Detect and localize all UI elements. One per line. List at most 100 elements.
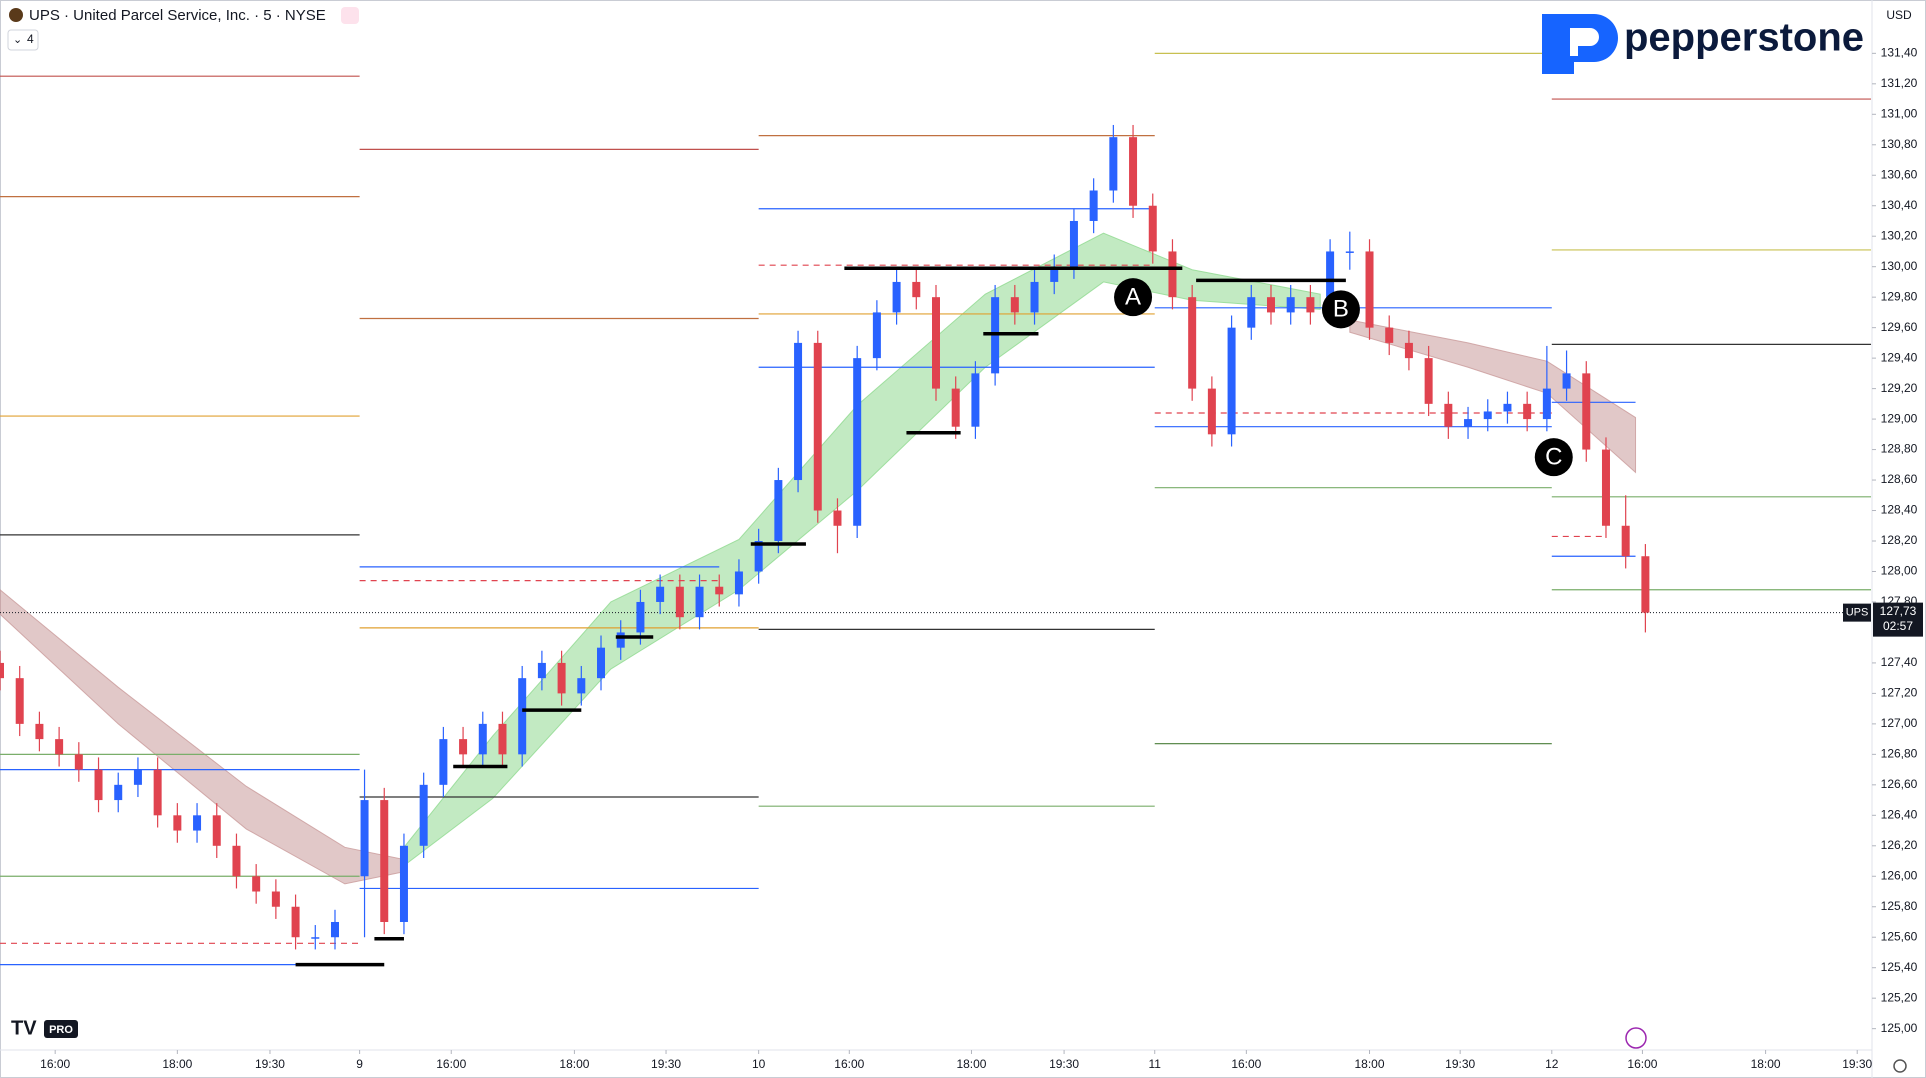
y-tick-label: 126,20 — [1881, 838, 1918, 852]
annotation-label: C — [1545, 444, 1562, 471]
x-tick-label: 18:00 — [559, 1057, 589, 1071]
candle-body — [754, 541, 763, 572]
candle-body — [971, 373, 980, 427]
y-tick-label: 125,00 — [1881, 1021, 1918, 1035]
y-tick-label: 129,20 — [1881, 381, 1918, 395]
candle-body — [1168, 251, 1177, 298]
y-tick-label: 126,00 — [1881, 868, 1918, 882]
price-tag — [1873, 602, 1923, 637]
y-tick-label: 125,40 — [1881, 960, 1918, 974]
y-tick-label: 126,60 — [1881, 777, 1918, 791]
y-tick-label: 127,20 — [1881, 686, 1918, 700]
annotation-marker — [1321, 290, 1360, 329]
x-tick-label: 18:00 — [1355, 1057, 1385, 1071]
y-tick-label: 128,60 — [1881, 472, 1918, 486]
plot: 125,00 125,20 125,40 125,60 125,80 126,00 126,… — [0, 46, 1918, 1071]
candle-body — [498, 723, 507, 755]
candle-body — [656, 586, 665, 602]
x-tick-label: 9 — [356, 1057, 363, 1071]
x-tick-label: 16:00 — [40, 1057, 70, 1071]
annotation-label: A — [1125, 284, 1141, 311]
candle-body — [1089, 190, 1098, 221]
candle-body — [853, 358, 862, 526]
x-tick-label: 19:30 — [651, 1057, 681, 1071]
candle-body — [932, 297, 940, 389]
x-tick-label: 16:00 — [436, 1057, 466, 1071]
candle-body — [1562, 373, 1571, 389]
candle-body — [360, 800, 369, 877]
currency[interactable]: USD — [1886, 8, 1912, 22]
x-tick-label: 19:30 — [1049, 1057, 1079, 1071]
candle-body — [1207, 388, 1216, 435]
candle-body — [35, 723, 44, 740]
candle-body — [193, 815, 202, 831]
x-tick-label: 19:30 — [1842, 1057, 1872, 1071]
candle-body — [380, 800, 389, 922]
candle-body — [311, 937, 320, 939]
candle-body — [794, 342, 803, 481]
candle-body — [0, 662, 4, 679]
candle-body — [15, 678, 24, 724]
candle-body — [833, 510, 842, 526]
symbol-icon — [9, 8, 23, 22]
annotation-label: B — [1333, 296, 1349, 323]
candle-body — [1247, 297, 1256, 328]
candle-body — [94, 769, 103, 801]
candle-body — [1227, 327, 1236, 435]
y-tick-label: 129,80 — [1881, 289, 1918, 303]
candle-body — [1523, 403, 1532, 420]
y-tick-label: 130,20 — [1881, 228, 1918, 242]
candle-body — [1188, 297, 1197, 389]
candle-body — [1365, 251, 1374, 328]
candle-body — [439, 739, 448, 785]
alert-icon[interactable] — [1625, 1027, 1647, 1049]
candle-body — [774, 480, 783, 542]
y-tick-label: 131,20 — [1881, 76, 1918, 90]
candle-body — [616, 632, 625, 648]
candle-body — [232, 845, 241, 877]
candle-body — [1464, 419, 1473, 427]
candle-body — [133, 769, 142, 785]
x-tick-label: 11 — [1148, 1057, 1161, 1071]
candle-body — [813, 342, 822, 511]
y-tick-label: 129,60 — [1881, 320, 1918, 334]
flag[interactable] — [341, 7, 359, 24]
y-tick-label: 130,40 — [1881, 198, 1918, 212]
candle-body — [557, 662, 566, 694]
candle-body — [1129, 137, 1138, 206]
y-tick-label: 129,40 — [1881, 350, 1918, 364]
candle-body — [1404, 342, 1413, 359]
candle-body — [1424, 358, 1433, 404]
x-tick-label: 10 — [752, 1057, 766, 1071]
candle-body — [951, 388, 960, 427]
x-tick-label: 18:00 — [956, 1057, 986, 1071]
candle-body — [1601, 449, 1610, 526]
y-tick-label: 128,40 — [1881, 503, 1918, 517]
annotation-marker — [1534, 438, 1573, 477]
y-tick-label: 127,40 — [1881, 655, 1918, 669]
band — [403, 232, 1321, 867]
candle-body — [597, 647, 606, 679]
candle-body — [1503, 403, 1512, 412]
candle-body — [173, 815, 182, 831]
badge: PRO — [49, 1024, 73, 1036]
y-tick-label: 126,80 — [1881, 747, 1918, 761]
y-tick-label: 128,80 — [1881, 442, 1918, 456]
candle-body — [252, 876, 261, 892]
y-tick-label: 129,00 — [1881, 411, 1918, 425]
settings-icon[interactable] — [1893, 1059, 1907, 1073]
x-tick-label: 16:00 — [1231, 1057, 1261, 1071]
indicator-toggle[interactable] — [7, 29, 39, 51]
candle-body — [291, 906, 300, 938]
candle-body — [734, 571, 743, 595]
candle-body — [715, 586, 724, 595]
candle-body — [153, 769, 162, 816]
price-tag-label: 127,73 — [1880, 604, 1917, 618]
chevron: ⌄ — [13, 34, 22, 46]
y-tick-label: 127,00 — [1881, 716, 1918, 730]
candle-body — [330, 921, 339, 938]
candle-body — [1010, 297, 1019, 313]
candle-body — [1030, 281, 1039, 313]
candle-body — [1286, 297, 1295, 313]
